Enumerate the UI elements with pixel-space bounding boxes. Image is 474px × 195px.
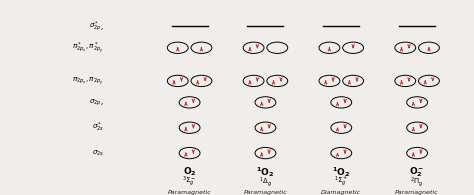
Text: $\mathbf{O_2}$: $\mathbf{O_2}$	[183, 166, 196, 178]
Text: $\pi_{2p_x}, \pi_{2p_y}$: $\pi_{2p_x}, \pi_{2p_y}$	[73, 75, 104, 87]
Text: Diamagnetic: Diamagnetic	[321, 190, 361, 195]
Text: $\mathbf{^1O_2}$: $\mathbf{^1O_2}$	[332, 165, 350, 179]
Text: Paramagnetic: Paramagnetic	[244, 190, 287, 195]
Text: $^1\Sigma_g^+$: $^1\Sigma_g^+$	[334, 175, 348, 189]
Text: $\sigma^*_{2s}$: $\sigma^*_{2s}$	[92, 121, 104, 134]
Text: $\mathbf{O_2^-}$: $\mathbf{O_2^-}$	[410, 165, 425, 179]
Text: $\sigma_{2p_z}$: $\sigma_{2p_z}$	[89, 97, 104, 108]
Text: Paramagnetic: Paramagnetic	[395, 190, 439, 195]
Text: $\mathbf{^1O_2}$: $\mathbf{^1O_2}$	[256, 165, 274, 179]
Text: $\pi^*_{2p_x}, \pi^*_{2p_y}$: $\pi^*_{2p_x}, \pi^*_{2p_y}$	[73, 40, 104, 56]
Text: $^3\Sigma_g^-$: $^3\Sigma_g^-$	[182, 175, 197, 189]
Text: $^2\Pi_g$: $^2\Pi_g$	[410, 175, 424, 189]
Text: $\sigma^*_{2p_z}$: $\sigma^*_{2p_z}$	[89, 19, 104, 34]
Text: Paramagnetic: Paramagnetic	[168, 190, 211, 195]
Text: $^1\Delta_g$: $^1\Delta_g$	[259, 175, 272, 189]
Text: $\sigma_{2s}$: $\sigma_{2s}$	[92, 148, 104, 158]
